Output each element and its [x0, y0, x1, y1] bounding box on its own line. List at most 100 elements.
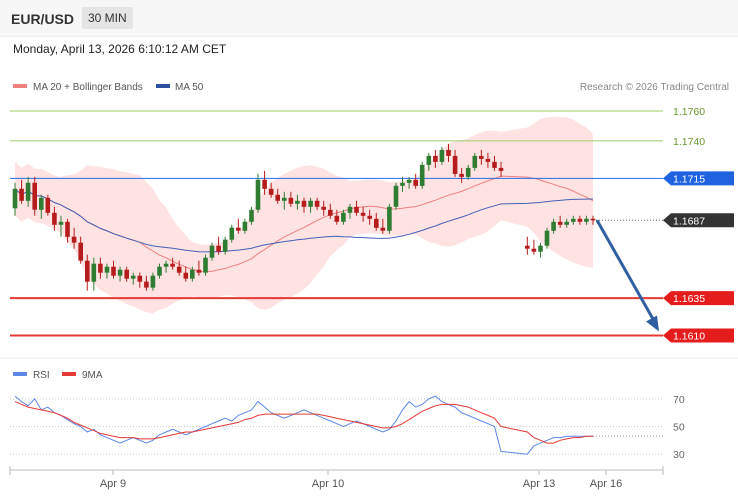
candle-body — [130, 275, 136, 279]
candle-body — [308, 200, 313, 207]
chart-datetime: Monday, April 13, 2026 6:10:12 AM CET — [13, 42, 227, 56]
candle-body — [433, 155, 438, 162]
candle-body — [52, 212, 57, 225]
candle-body — [104, 266, 110, 273]
candle-body — [268, 188, 274, 195]
forecast-arrow-head — [646, 315, 659, 332]
candle-body — [360, 212, 366, 216]
candle-body — [124, 269, 129, 279]
level-label-1.1610: 1.1610 — [673, 331, 705, 343]
candle-body — [590, 218, 596, 221]
candle-body — [236, 227, 241, 231]
x-tick-label: Apr 9 — [100, 478, 126, 490]
timeframe-badge[interactable]: 30 MIN — [82, 7, 133, 29]
candle-body — [98, 263, 103, 273]
candle-body — [472, 155, 478, 168]
candle-body — [137, 275, 143, 282]
candle-body — [301, 200, 307, 207]
candle-body — [459, 173, 464, 177]
level-label-1.1687: 1.1687 — [673, 215, 705, 227]
candle-body — [144, 281, 149, 288]
candle-body — [452, 155, 458, 174]
candle-body — [242, 221, 248, 231]
x-tick-label: Apr 16 — [590, 478, 622, 490]
candle-body — [183, 272, 189, 279]
rsi-legend-swatch — [13, 372, 27, 376]
candle-body — [275, 194, 280, 201]
candle-body — [203, 257, 208, 273]
candle-body — [400, 182, 405, 186]
level-label-bg-1.1635 — [663, 291, 734, 306]
candle-body — [367, 215, 372, 219]
candle-body — [564, 221, 569, 225]
candle-body — [91, 263, 97, 282]
candle-body — [374, 218, 379, 228]
ma50-line — [14, 188, 594, 253]
level-label-1.1740: 1.1740 — [673, 136, 705, 148]
ma50-legend-swatch — [156, 84, 170, 88]
rsi-legend-label: RSI — [33, 370, 50, 381]
level-label-bg-1.1687 — [663, 213, 734, 228]
rsi-ma-legend-swatch — [62, 372, 76, 376]
candle-body — [190, 269, 195, 279]
candle-body — [295, 200, 300, 204]
rsi-ma-line — [14, 401, 593, 444]
candle-body — [413, 179, 418, 186]
candle-body — [157, 266, 162, 276]
candle-body — [170, 263, 175, 267]
symbol-title: EUR/USD — [11, 11, 75, 27]
candle-body — [538, 245, 543, 252]
candle-body — [557, 221, 563, 225]
ma50-legend-label: MA 50 — [175, 82, 204, 93]
candle-body — [347, 206, 353, 213]
candle-body — [341, 212, 346, 222]
rsi-tick-30: 30 — [673, 449, 685, 461]
candle-body — [150, 275, 156, 288]
candle-body — [12, 188, 18, 209]
candle-body — [334, 215, 340, 222]
candle-body — [354, 206, 359, 213]
x-tick-label: Apr 10 — [312, 478, 344, 490]
candle-body — [45, 197, 51, 213]
candle-body — [393, 185, 399, 207]
candle-body — [111, 266, 116, 276]
level-label-1.1715: 1.1715 — [673, 173, 705, 185]
candle-body — [525, 245, 530, 249]
candle-body — [229, 227, 235, 240]
rsi-ma-legend-label: 9MA — [82, 370, 103, 381]
level-label-1.1635: 1.1635 — [673, 293, 705, 305]
ma20-legend-label: MA 20 + Bollinger Bands — [33, 82, 143, 93]
candle-body — [71, 236, 77, 243]
candle-body — [328, 209, 333, 216]
candle-body — [446, 149, 451, 156]
candle-body — [419, 164, 425, 186]
candle-body — [551, 221, 556, 231]
candle-body — [25, 182, 31, 201]
ma20-legend-swatch — [13, 84, 27, 88]
candle-body — [380, 227, 386, 231]
candle-body — [216, 245, 221, 252]
level-label-bg-1.1715 — [663, 171, 734, 186]
candle-body — [282, 197, 287, 201]
candle-body — [426, 155, 432, 165]
candle-body — [314, 200, 320, 207]
candle-body — [439, 149, 445, 162]
candle-body — [209, 245, 215, 258]
candle-body — [479, 155, 484, 159]
copyright-text: Research © 2026 Trading Central — [580, 82, 729, 93]
candle-body — [78, 242, 83, 261]
candle-body — [531, 248, 537, 252]
candle-body — [255, 179, 261, 210]
x-tick-label: Apr 13 — [523, 478, 555, 490]
candle-body — [196, 269, 202, 273]
candle-body — [58, 221, 64, 225]
candle-body — [584, 218, 589, 222]
candle-body — [262, 179, 267, 189]
candle-body — [492, 161, 497, 168]
candle-body — [117, 269, 123, 276]
level-label-1.1760: 1.1760 — [673, 106, 705, 118]
candle-body — [577, 218, 583, 222]
candle-body — [65, 221, 70, 237]
